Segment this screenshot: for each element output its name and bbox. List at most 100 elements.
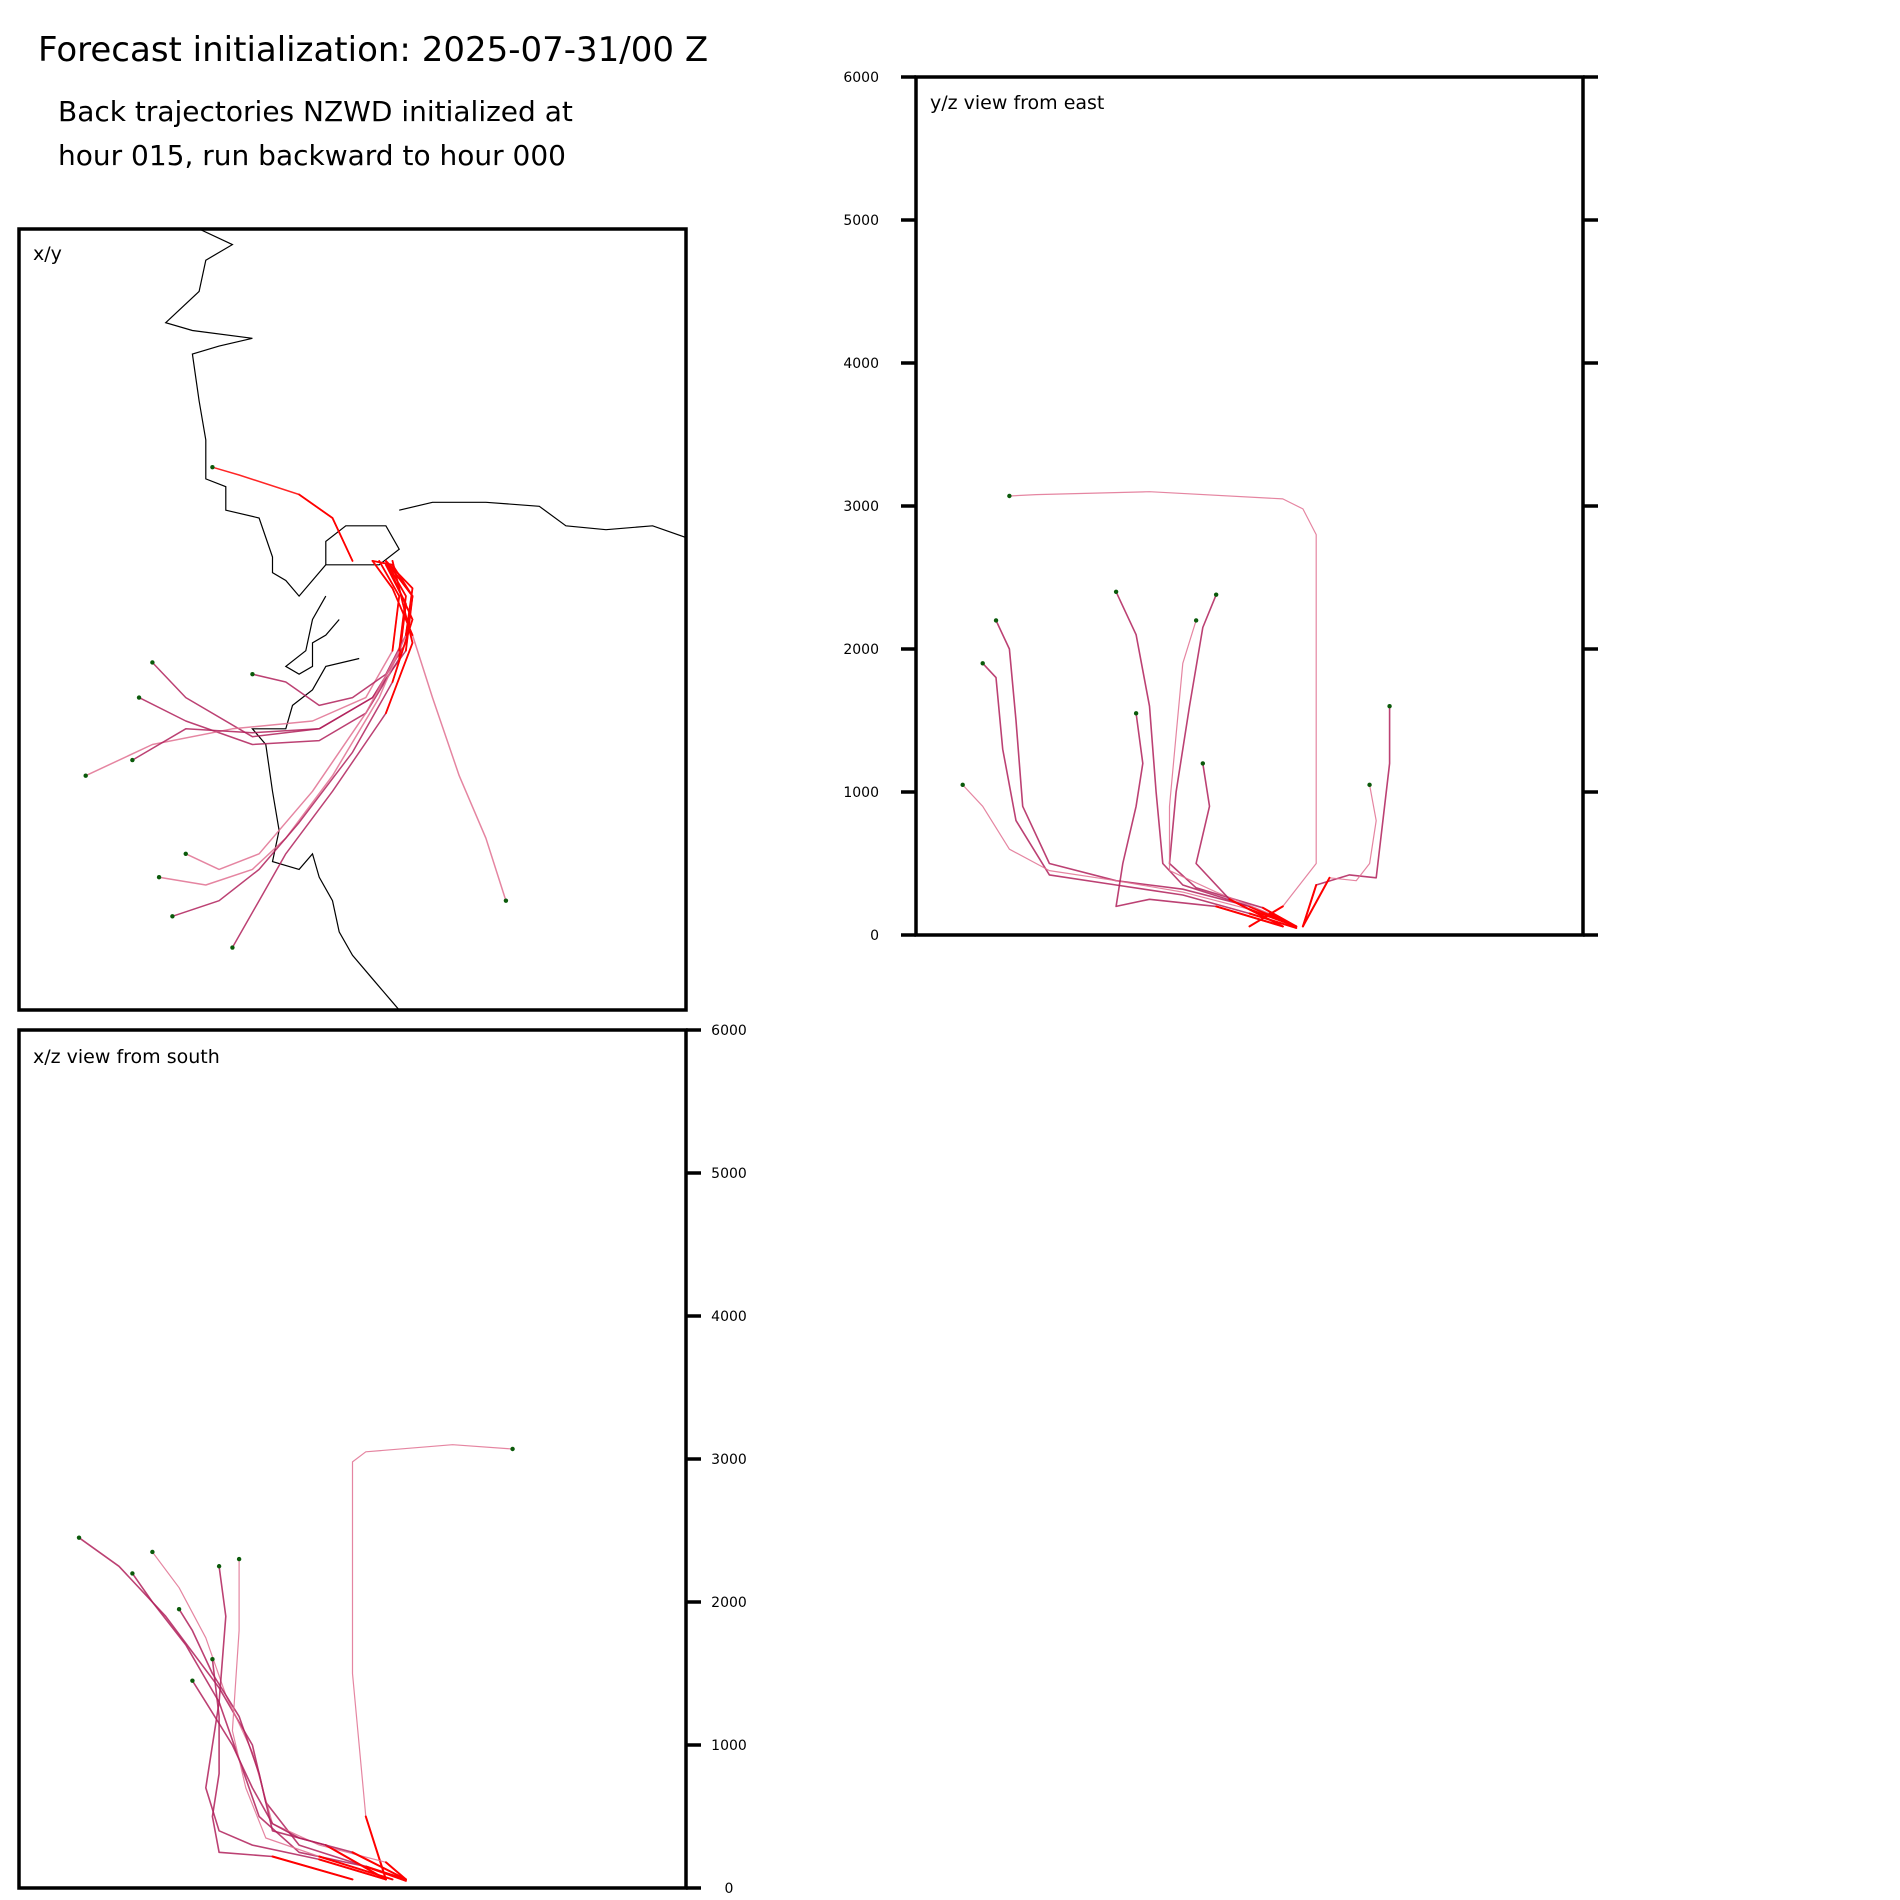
- trajectory-line: [1008, 491, 1317, 927]
- trajectory-end-segment: [385, 560, 407, 652]
- yz-y-axis: 0 1000 2000 3000 4000 5000 6000: [843, 70, 1598, 944]
- figure-subtitle-line: Back trajectories NZWD initialized at: [58, 95, 573, 128]
- y-tick-label: 5000: [843, 213, 879, 229]
- y-tick-label: 4000: [843, 356, 879, 372]
- trajectory-line: [1115, 712, 1284, 928]
- y-tick-label: 6000: [843, 70, 879, 86]
- trajectory-line: [211, 466, 354, 562]
- trajectory-line: [205, 1565, 387, 1881]
- y-tick-label: 3000: [711, 1452, 747, 1468]
- trajectory-line: [1168, 593, 1297, 928]
- trajectory-line: [1168, 619, 1297, 929]
- trajectory-end-segment: [1301, 876, 1331, 928]
- trajectory-end-segment: [1261, 906, 1298, 928]
- trajectory-line: [171, 560, 414, 918]
- trajectory-start-marker: [236, 1556, 242, 1562]
- trajectory-line: [231, 560, 414, 949]
- trajectory-start-marker: [1387, 704, 1392, 709]
- trajectory-end-segment: [371, 560, 414, 636]
- trajectory-start-marker: [76, 1535, 82, 1540]
- trajectory-line: [138, 564, 407, 746]
- y-tick-label: 2000: [711, 1595, 747, 1611]
- y-tick-label: 6000: [711, 1023, 747, 1039]
- y-tick-label: 2000: [843, 642, 879, 658]
- trajectory-start-marker: [156, 875, 162, 880]
- trajectory-line: [371, 560, 507, 902]
- coastline-segment: [251, 657, 400, 1010]
- trajectory-start-marker: [190, 1678, 195, 1683]
- figure-subtitle-line: hour 015, run backward to hour 000: [58, 139, 566, 172]
- y-tick-label: 4000: [711, 1309, 747, 1325]
- trajectory-line: [151, 560, 414, 738]
- trajectory-start-marker: [130, 757, 135, 763]
- trajectory-line: [131, 1572, 407, 1882]
- xz-y-axis: 0 1000 2000 3000 4000 5000 6000: [686, 1023, 747, 1897]
- trajectory-start-marker: [1193, 618, 1199, 623]
- trajectory-start-marker: [230, 945, 235, 950]
- trajectory-start-marker: [130, 1571, 135, 1576]
- trajectory-end-segment: [385, 560, 414, 715]
- trajectory-end-segment: [318, 1855, 394, 1881]
- trajectory-end-segment: [385, 560, 414, 683]
- trajectory-line: [151, 1551, 407, 1880]
- trajectory-start-marker: [510, 1446, 515, 1452]
- trajectory-line: [351, 1444, 514, 1880]
- trajectory-start-marker: [1200, 761, 1206, 766]
- panel-xz: 0 1000 2000 3000 4000 5000 6000 x/z view from …: [17, 1023, 747, 1897]
- trajectory-end-segment: [318, 1858, 387, 1881]
- y-tick-label: 0: [870, 928, 879, 944]
- trajectory-start-marker: [1367, 782, 1372, 788]
- panel-yz-frame: [914, 75, 1585, 937]
- trajectory-end-segment: [351, 1851, 407, 1881]
- trajectory-end-segment: [364, 1815, 387, 1881]
- trajectory-start-marker: [136, 695, 142, 700]
- trajectory-end-segment: [1301, 884, 1318, 928]
- trajectory-line: [981, 662, 1297, 929]
- y-tick-label: 5000: [711, 1166, 747, 1182]
- trajectory-start-marker: [993, 618, 999, 623]
- trajectory-start-marker: [183, 851, 188, 856]
- figure-title: Forecast initialization: 2025-07-31/00 Z: [38, 30, 709, 70]
- trajectory-start-marker: [1113, 589, 1119, 594]
- trajectory-line: [1115, 591, 1297, 928]
- panel-xy-frame: [17, 227, 688, 1012]
- trajectory-start-marker: [250, 671, 255, 677]
- panel-yz: 0 1000 2000 3000 4000 5000 6000 y/z view from …: [843, 70, 1598, 944]
- panel-xz-frame: [17, 1028, 688, 1890]
- trajectory-group-xz: [76, 1444, 515, 1882]
- figure-subtitle: Back trajectories NZWD initialized at hou…: [58, 90, 573, 178]
- trajectory-start-marker: [176, 1606, 182, 1612]
- coastline-segment: [399, 501, 686, 539]
- trajectory-start-marker: [150, 660, 155, 665]
- trajectory-end-segment: [1228, 898, 1284, 928]
- trajectory-group-xy: [83, 465, 509, 950]
- trajectory-line: [995, 619, 1297, 928]
- trajectory-start-marker: [960, 782, 965, 788]
- trajectory-end-segment: [384, 1861, 407, 1881]
- trajectory-end-segment: [271, 1855, 354, 1881]
- trajectory-group-yz: [960, 491, 1392, 929]
- trajectory-end-segment: [364, 1865, 407, 1882]
- coastline: [164, 229, 686, 1010]
- trajectory-start-marker: [210, 465, 215, 470]
- trajectory-start-marker: [83, 773, 88, 778]
- trajectory-start-marker: [170, 914, 175, 919]
- trajectory-start-marker: [503, 898, 509, 903]
- panel-xz-label: x/z view from south: [33, 1046, 220, 1068]
- trajectory-end-segment: [378, 560, 401, 652]
- trajectory-line: [231, 1558, 394, 1880]
- trajectory-start-marker: [150, 1549, 155, 1555]
- trajectory-start-marker: [1213, 592, 1219, 597]
- y-tick-label: 3000: [843, 499, 879, 515]
- trajectory-end-segment: [298, 493, 354, 562]
- y-tick-label: 0: [725, 1881, 734, 1897]
- trajectory-line: [78, 1536, 407, 1881]
- trajectory-start-marker: [1007, 493, 1012, 499]
- trajectory-line: [191, 1679, 407, 1881]
- trajectory-end-segment: [1268, 912, 1298, 929]
- trajectory-start-marker: [1133, 711, 1139, 716]
- trajectory-line: [131, 560, 414, 761]
- trajectory-start-marker: [210, 1657, 215, 1662]
- coastline-segment: [164, 229, 400, 598]
